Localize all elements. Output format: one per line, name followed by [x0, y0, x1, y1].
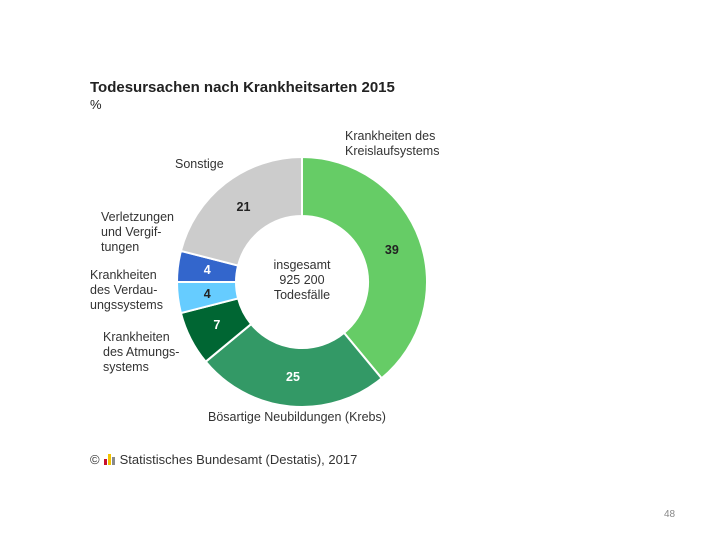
logo-bar: [103, 459, 107, 465]
slice-label-line: und Vergif-: [101, 225, 162, 239]
logo-bar: [111, 457, 115, 465]
slice-label-verdauung: Krankheiten des Verdau- ungssystems: [90, 268, 163, 313]
slice-label-line: ungssystems: [90, 298, 163, 312]
page-number: 48: [664, 509, 676, 520]
chart-unit: %: [90, 97, 102, 112]
slice-label-line: Verletzungen: [101, 210, 174, 224]
destatis-logo-icon: [103, 454, 116, 465]
slice-label-sonstige: Sonstige: [175, 157, 224, 172]
donut-slice-kreislauf: [301, 155, 428, 380]
slice-label-line: des Verdau-: [90, 283, 158, 297]
slice-label-kreislauf: Krankheiten des Kreislaufsystems: [345, 129, 439, 159]
chart-title: Todesursachen nach Krankheitsarten 2015: [90, 79, 395, 96]
slice-label-krebs: Bösartige Neubildungen (Krebs): [208, 410, 386, 425]
slice-label-line: Krankheiten des: [345, 129, 436, 143]
copyright-symbol: ©: [90, 452, 100, 467]
center-label-line: Todesfälle: [273, 288, 331, 302]
slice-value-kreislauf: 39: [384, 242, 399, 257]
source-text: Statistisches Bundesamt (Destatis), 2017: [119, 452, 358, 467]
logo-bar: [107, 454, 111, 465]
slice-label-line: Krankheiten: [90, 268, 157, 282]
center-label-line: 925 200: [279, 273, 325, 287]
donut-slice-sonstige: [179, 155, 303, 267]
source-line: © Statistisches Bundesamt (Destatis), 20…: [90, 452, 357, 467]
slice-label-line: tungen: [101, 240, 140, 254]
center-label-line: insgesamt: [273, 258, 331, 272]
slice-value-sonstige: 21: [236, 199, 251, 214]
slice-label-line: Kreislaufsystems: [345, 144, 440, 158]
donut-slice-krebs: [204, 322, 384, 408]
slice-value-verdauung: 4: [203, 286, 211, 301]
slice-value-atmung: 7: [213, 318, 221, 333]
donut-center-label: insgesamt 925 200 Todesfälle: [250, 258, 354, 303]
slice-value-krebs: 25: [286, 370, 300, 385]
slice-value-verletzung: 4: [203, 263, 211, 278]
slice-label-line: Sonstige: [175, 157, 224, 171]
slice-label-line: systems: [103, 360, 149, 374]
slice-label-atmung: Krankheiten des Atmungs- systems: [103, 330, 179, 375]
slice-label-line: Krankheiten: [103, 330, 170, 344]
slice-label-line: des Atmungs-: [103, 345, 180, 359]
slice-label-line: Bösartige Neubildungen (Krebs): [208, 410, 386, 424]
slice-label-verletzung: Verletzungen und Vergif- tungen: [101, 210, 174, 255]
